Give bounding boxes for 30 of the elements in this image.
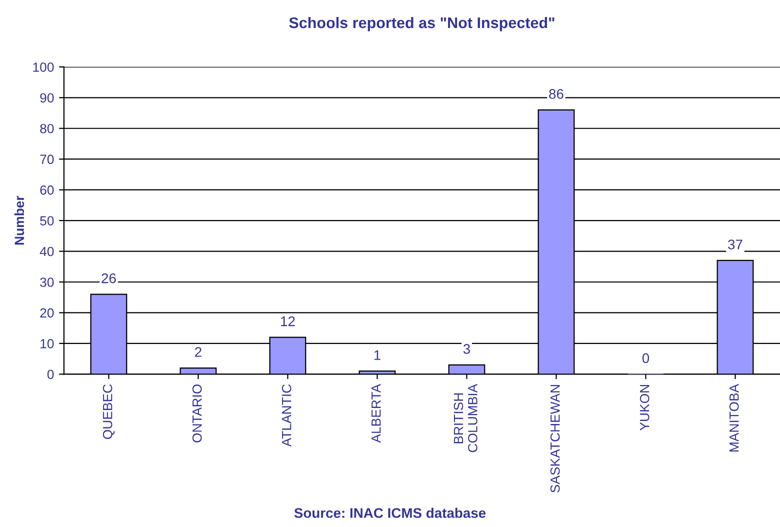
x-tick-label: BRITISH COLUMBIA xyxy=(454,384,478,452)
x-tick-label: ALBERTA xyxy=(372,384,381,443)
x-tick-label: YUKON xyxy=(640,384,650,431)
y-tick-label: 10 xyxy=(40,339,54,348)
data-label: 86 xyxy=(549,89,564,99)
y-tick-label: 90 xyxy=(40,93,54,103)
data-label: 37 xyxy=(728,240,742,250)
y-tick-label: 70 xyxy=(40,154,54,164)
x-tick-label: QUEBEC xyxy=(102,384,115,439)
source-note: Source: INAC ICMS database xyxy=(294,508,486,518)
data-label: 1 xyxy=(374,350,380,360)
y-tick-label: 20 xyxy=(40,308,54,318)
x-tick-label: ONTARIO xyxy=(192,384,202,442)
y-tick-label: 80 xyxy=(40,124,54,134)
data-label: 0 xyxy=(642,353,650,364)
x-tick-label: ATLANTIC xyxy=(282,384,292,447)
y-tick-label: 40 xyxy=(40,246,54,256)
data-label: 26 xyxy=(102,273,116,284)
data-label: 12 xyxy=(281,316,295,326)
chart-title: Schools reported as "Not Inspected" xyxy=(289,16,554,32)
y-tick-label: 50 xyxy=(40,216,54,226)
y-axis-title: Number xyxy=(14,196,24,245)
x-tick-label: SASKATCHEWAN xyxy=(550,384,560,493)
x-tick-label: MANITOBA xyxy=(729,384,739,452)
y-tick-label: 0 xyxy=(47,370,54,380)
y-tick-label: 30 xyxy=(40,278,54,287)
data-label: 2 xyxy=(195,347,202,357)
data-label: 3 xyxy=(463,344,470,354)
y-tick-label: 100 xyxy=(33,62,54,72)
y-tick-label: 60 xyxy=(40,185,54,195)
